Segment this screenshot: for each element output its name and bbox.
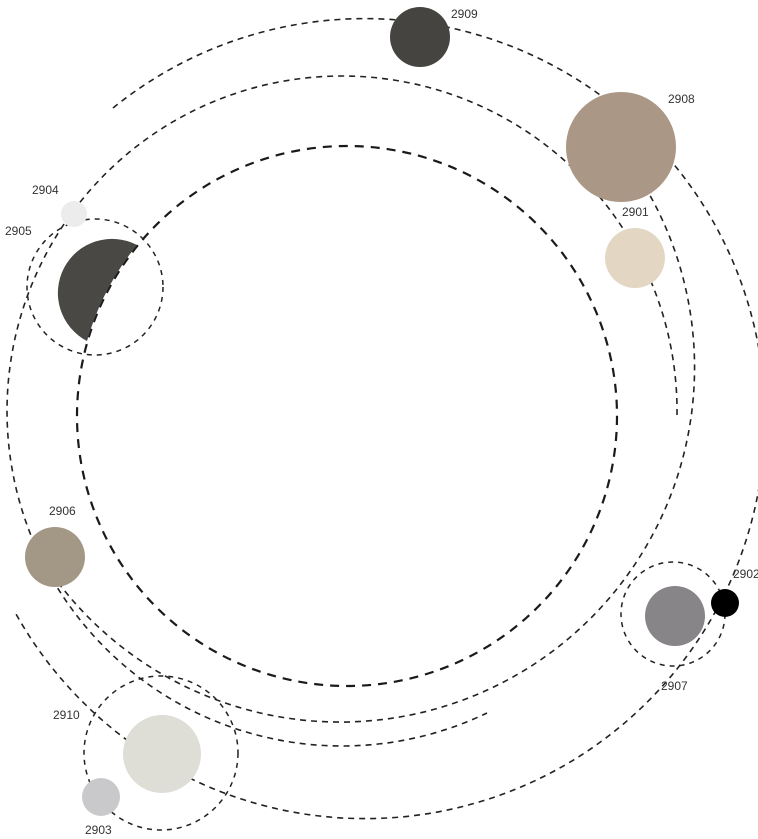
lower-arc-orbit (59, 149, 696, 723)
body-2902[interactable] (711, 589, 739, 617)
label-2903: 2903 (85, 823, 112, 837)
ring-2905 (26, 218, 164, 356)
body-2907[interactable] (645, 586, 705, 646)
body-2905[interactable] (57, 238, 137, 341)
label-2909: 2909 (451, 7, 478, 21)
body-2910[interactable] (123, 715, 201, 793)
body-2906[interactable] (25, 527, 85, 587)
label-2906: 2906 (49, 504, 76, 518)
label-2905: 2905 (5, 224, 32, 238)
label-2901: 2901 (622, 205, 649, 219)
label-2904: 2904 (32, 183, 59, 197)
inner-orbit (75, 144, 619, 688)
body-2904[interactable] (61, 201, 87, 227)
label-2907: 2907 (661, 679, 688, 693)
body-2909[interactable] (390, 7, 450, 67)
body-2903[interactable] (82, 778, 120, 816)
ring-2910 (83, 675, 239, 831)
label-2910: 2910 (53, 708, 80, 722)
label-2908: 2908 (668, 92, 695, 106)
body-2901[interactable] (605, 228, 665, 288)
body-2908[interactable] (566, 92, 676, 202)
label-2902: 2902 (733, 567, 758, 581)
